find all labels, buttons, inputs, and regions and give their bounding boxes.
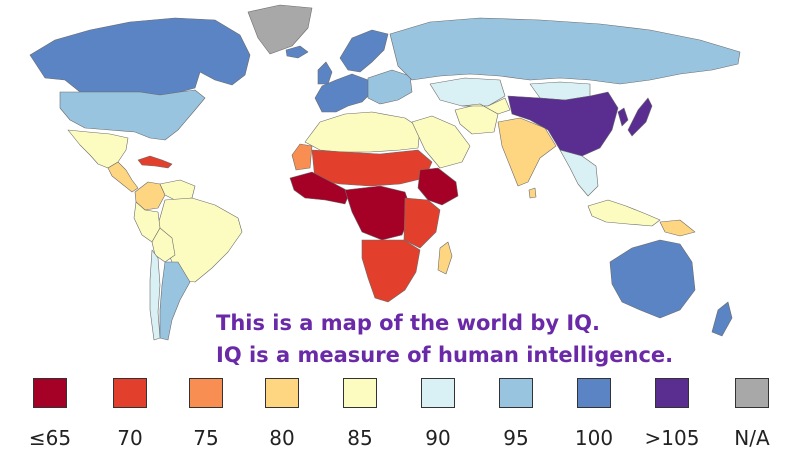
legend-swatch <box>113 378 147 408</box>
region-sri-lanka <box>528 187 537 199</box>
region-caribbean <box>137 155 173 169</box>
region-united-kingdom <box>317 61 333 85</box>
region-north-africa <box>304 111 421 153</box>
region-eastern-europe <box>367 69 413 105</box>
legend-item: 90 <box>398 378 478 450</box>
legend-item: ≤65 <box>10 378 90 450</box>
region-west-sahara <box>291 143 313 171</box>
region-scandinavia <box>339 29 389 73</box>
legend-item: 85 <box>320 378 400 450</box>
legend-label: 85 <box>347 426 373 450</box>
legend-item: N/A <box>712 378 792 450</box>
legend-swatch <box>655 378 689 408</box>
region-south-asia <box>497 117 557 187</box>
legend-label: N/A <box>734 426 770 450</box>
region-chile <box>149 249 161 341</box>
map-caption-line-1: This is a map of the world by IQ. <box>216 311 600 335</box>
region-greenland <box>247 4 313 55</box>
legend-label: 95 <box>503 426 529 450</box>
region-southern-africa <box>361 239 421 303</box>
legend-swatch <box>735 378 769 408</box>
region-middle-east <box>411 115 471 169</box>
world-map-svg <box>29 4 741 341</box>
legend-item: 100 <box>554 378 634 450</box>
legend-item: >105 <box>632 378 712 450</box>
legend-label: ≤65 <box>28 426 72 450</box>
legend-label: >105 <box>644 426 700 450</box>
legend-swatch <box>577 378 611 408</box>
legend-item: 75 <box>166 378 246 450</box>
region-iceland <box>285 45 309 59</box>
legend-item: 70 <box>90 378 170 450</box>
region-united-states <box>59 89 206 141</box>
region-central-africa <box>344 185 413 241</box>
region-west-africa <box>289 171 351 205</box>
region-east-africa <box>403 197 441 249</box>
region-southeast-asia <box>559 149 599 197</box>
legend-label: 100 <box>574 426 614 450</box>
region-horn-of-africa <box>417 167 459 206</box>
legend-label: 90 <box>425 426 451 450</box>
region-russia <box>389 17 741 85</box>
legend-label: 80 <box>269 426 295 450</box>
region-sahel <box>311 149 433 187</box>
legend-swatch <box>499 378 533 408</box>
region-central-asia <box>461 97 511 115</box>
region-korea <box>617 107 629 127</box>
region-japan <box>627 97 653 137</box>
region-venezuela <box>159 179 196 201</box>
legend-swatch <box>265 378 299 408</box>
region-madagascar <box>437 241 453 275</box>
region-papua-new-guinea <box>659 219 696 237</box>
region-new-zealand <box>711 301 733 337</box>
map-caption-line-2: IQ is a measure of human intelligence. <box>216 343 674 367</box>
region-mexico <box>67 129 129 169</box>
region-kazakhstan <box>429 77 506 107</box>
world-map <box>29 4 741 341</box>
region-central-america <box>107 161 139 193</box>
legend-swatch <box>189 378 223 408</box>
map-legend: ≤65 70 75 80 85 90 95 100 >105 N/A <box>0 378 800 472</box>
legend-label: 75 <box>193 426 219 450</box>
region-canada <box>29 17 251 96</box>
legend-swatch <box>421 378 455 408</box>
region-australia <box>609 239 696 319</box>
region-indonesia <box>587 199 661 227</box>
legend-swatch <box>343 378 377 408</box>
legend-swatch <box>33 378 67 408</box>
region-argentina <box>159 261 191 341</box>
legend-item: 80 <box>242 378 322 450</box>
region-china <box>507 91 619 157</box>
legend-label: 70 <box>117 426 143 450</box>
legend-item: 95 <box>476 378 556 450</box>
